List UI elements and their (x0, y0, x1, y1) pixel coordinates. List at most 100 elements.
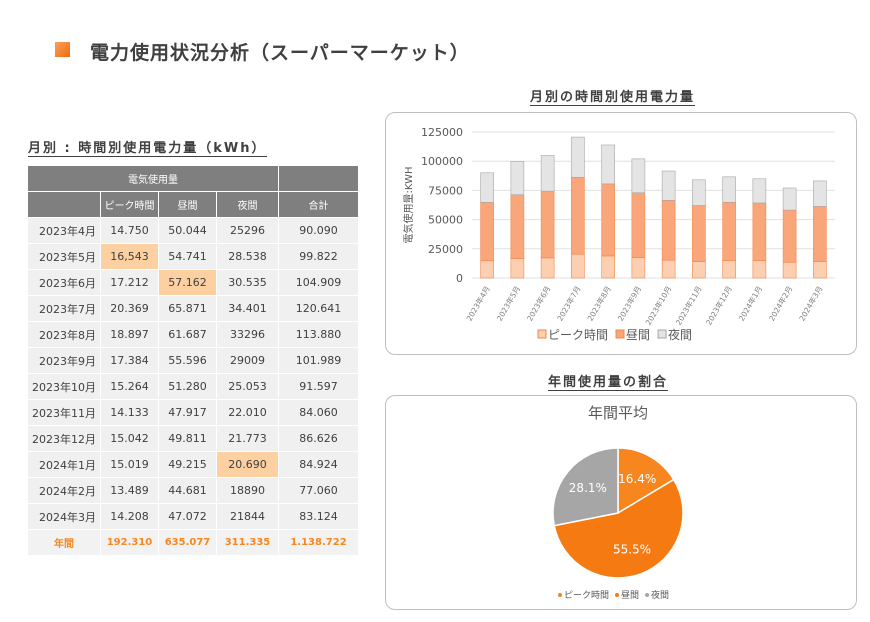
y-axis-label: 電気使用量:KWH (402, 167, 415, 244)
table-cell: 50.044 (158, 217, 217, 244)
legend-label: 昼間 (621, 590, 639, 601)
pie-chart-frame (385, 395, 857, 610)
legend-label: ピーク時間 (548, 328, 608, 342)
table-cell: 84.924 (278, 451, 359, 478)
x-tick-label: 2023年6月 (524, 284, 552, 323)
table-cell: 22.010 (216, 399, 279, 426)
bar-segment (631, 257, 646, 279)
legend-swatch (657, 329, 667, 339)
legend-label: 昼間 (626, 328, 650, 342)
table-cell: 33296 (216, 321, 279, 348)
bar-segment (601, 255, 615, 279)
table-row: 2024年1月 15.019 49.215 20.690 84.924 (27, 451, 359, 478)
table-row: 2023年4月 14.750 50.044 25296 90.090 (27, 217, 359, 244)
bar-segment (601, 183, 615, 257)
table-cell: 15.019 (100, 451, 159, 478)
bar-chart-title: 月別の時間別使用電力量 (530, 86, 696, 106)
header-row: ピーク時間 昼間 夜間 合計 (27, 191, 359, 218)
bar-segment (692, 261, 706, 279)
table-cell: 2023年12月 (27, 425, 101, 452)
bar-segment (631, 192, 646, 258)
x-tick-label: 2023年8月 (585, 284, 613, 323)
bar-segment (510, 194, 525, 259)
bar-segment (782, 187, 797, 211)
table-cell: 18890 (216, 477, 279, 504)
header-cell (27, 191, 101, 218)
bar-segment (722, 176, 736, 203)
legend-dot (558, 593, 562, 597)
bar-segment (813, 180, 827, 207)
table-row: 2023年11月 14.133 47.917 22.010 84.060 (27, 399, 359, 426)
pie-slice (617, 447, 675, 515)
table-cell: 49.215 (158, 451, 217, 478)
total-cell: 年間 (27, 529, 101, 556)
bar-segment (752, 260, 767, 279)
table-cell: 104.909 (278, 269, 359, 296)
table-cell: 2024年3月 (27, 503, 101, 530)
y-tick-label: 100000 (421, 155, 463, 168)
table-cell: 29009 (216, 347, 279, 374)
bar-segment (571, 253, 585, 279)
legend-swatch (615, 329, 625, 339)
total-cell: 1.138.722 (278, 529, 359, 556)
legend-label: 夜間 (651, 589, 669, 601)
x-tick-label: 2023年7月 (555, 284, 583, 323)
table-row: 2023年12月 15.042 49.811 21.773 86.626 (27, 425, 359, 452)
group-header: 電気使用量 (27, 165, 279, 192)
table-cell: 15.264 (100, 373, 159, 400)
bar-segment (813, 206, 827, 262)
legend-swatch (537, 329, 547, 339)
table-cell: 77.060 (278, 477, 359, 504)
header-row: 電気使用量 (27, 165, 359, 192)
total-row: 年間 192.310 635.077 311.335 1.138.722 (27, 529, 359, 556)
pie-label: 28.1% (569, 481, 607, 495)
bar-segment (813, 261, 827, 279)
pie-slice (553, 478, 684, 579)
pie-slice (552, 447, 619, 527)
bar-segment (540, 257, 555, 279)
bar-segment (782, 261, 797, 279)
total-cell: 635.077 (158, 529, 217, 556)
table-cell: 25296 (216, 217, 279, 244)
table-row: 2023年10月 15.264 51.280 25.053 91.597 (27, 373, 359, 400)
y-tick-label: 25000 (428, 243, 463, 256)
table-cell: 44.681 (158, 477, 217, 504)
column-header: ピーク時間 (100, 191, 159, 218)
y-tick-label: 50000 (428, 214, 463, 227)
table-cell: 2023年4月 (27, 217, 101, 244)
table-row: 2023年5月 16,543 54.741 28.538 99.822 (27, 243, 359, 270)
table-cell: 2024年1月 (27, 451, 101, 478)
bar-segment (571, 176, 585, 255)
pie-label: 55.5% (613, 542, 651, 556)
title-icon (55, 42, 70, 57)
bar-segment (571, 136, 585, 178)
x-tick-label: 2023年5月 (494, 284, 522, 323)
bar-segment (782, 209, 797, 263)
bar-segment (480, 260, 494, 279)
bar-segment (752, 178, 767, 204)
header-cell (278, 165, 359, 192)
table-cell: 2023年10月 (27, 373, 101, 400)
table-cell: 101.989 (278, 347, 359, 374)
table-cell: 84.060 (278, 399, 359, 426)
usage-table: 電気使用量 ピーク時間 昼間 夜間 合計 2023年4月 14.750 50.044 25296… (27, 165, 359, 556)
legend-dot (615, 593, 620, 597)
table-cell: 13.489 (100, 477, 159, 504)
x-tick-label: 2024年3月 (797, 284, 825, 323)
column-header: 合計 (278, 191, 359, 218)
pie-label: 16.4% (618, 472, 656, 486)
table-title: 月別 : 時間別使用電力量（kWh） (28, 137, 267, 157)
bar-segment (692, 179, 706, 206)
y-tick-label: 125000 (421, 126, 463, 139)
bar-segment (752, 202, 767, 261)
bar-segment (510, 258, 525, 279)
table-cell: 17.212 (100, 269, 159, 296)
table-row: 2024年2月 13.489 44.681 18890 77.060 (27, 477, 359, 504)
table-cell: 21.773 (216, 425, 279, 452)
table-cell: 2023年5月 (27, 243, 101, 270)
table-cell: 57.162 (158, 269, 217, 296)
table-cell: 113.880 (278, 321, 359, 348)
x-tick-label: 2023年10月 (643, 284, 673, 327)
table-cell: 120.641 (278, 295, 359, 322)
